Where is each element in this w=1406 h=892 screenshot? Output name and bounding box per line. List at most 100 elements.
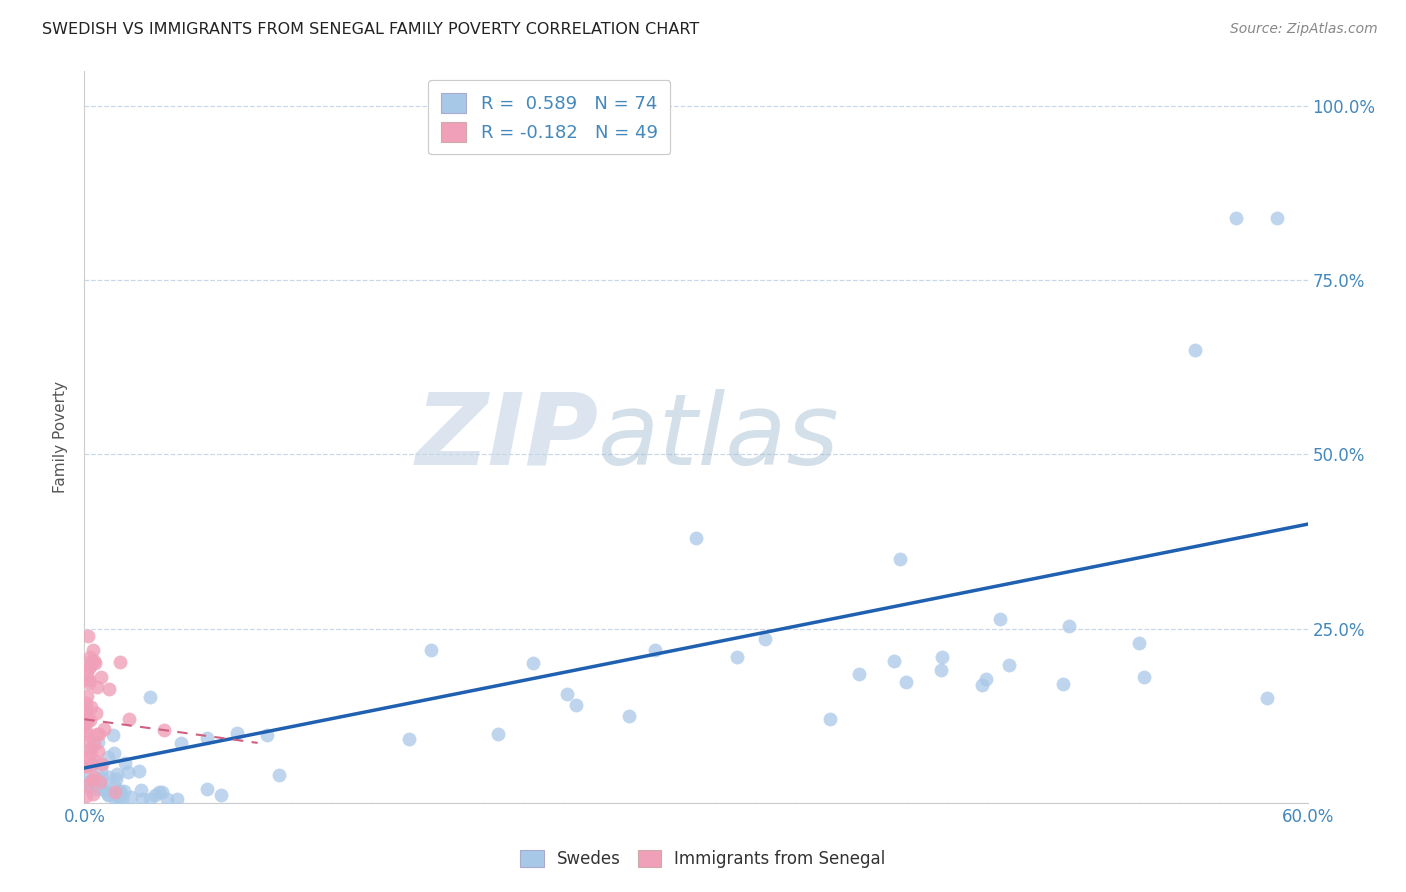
Point xyxy=(128,764,150,779)
Point xyxy=(104,792,127,806)
Point xyxy=(195,731,218,745)
Point xyxy=(79,746,101,760)
Point xyxy=(76,668,98,682)
Point xyxy=(883,654,905,668)
Point xyxy=(1184,343,1206,357)
Point xyxy=(77,629,100,643)
Point xyxy=(974,672,997,686)
Point xyxy=(75,778,97,792)
Point xyxy=(83,770,105,784)
Point xyxy=(104,772,127,787)
Point xyxy=(93,783,115,797)
Point xyxy=(75,759,97,773)
Point xyxy=(398,731,420,746)
Point xyxy=(93,722,115,736)
Point xyxy=(103,746,125,760)
Point xyxy=(931,650,953,665)
Point xyxy=(108,784,131,798)
Point xyxy=(75,708,97,723)
Point xyxy=(114,756,136,771)
Point xyxy=(998,658,1021,673)
Point xyxy=(86,735,108,749)
Point xyxy=(108,655,131,669)
Point xyxy=(111,792,134,806)
Point xyxy=(76,713,98,727)
Point xyxy=(685,531,707,545)
Point xyxy=(1225,211,1247,225)
Point xyxy=(82,642,104,657)
Point xyxy=(150,785,173,799)
Point xyxy=(75,726,97,740)
Point xyxy=(156,792,179,806)
Point xyxy=(77,661,100,675)
Point xyxy=(725,649,748,664)
Point xyxy=(77,774,100,789)
Point xyxy=(84,781,107,796)
Point xyxy=(86,680,108,694)
Point xyxy=(79,714,101,728)
Point xyxy=(107,792,129,806)
Point xyxy=(97,750,120,764)
Point xyxy=(988,612,1011,626)
Point xyxy=(79,700,101,714)
Point xyxy=(522,657,544,671)
Point xyxy=(75,696,97,710)
Point xyxy=(166,792,188,806)
Point xyxy=(970,678,993,692)
Point xyxy=(83,738,105,752)
Point xyxy=(754,632,776,646)
Point xyxy=(818,712,841,726)
Point xyxy=(80,757,103,772)
Point xyxy=(76,689,98,703)
Point xyxy=(129,782,152,797)
Point xyxy=(77,673,100,687)
Point xyxy=(82,773,104,788)
Point xyxy=(83,657,105,671)
Point xyxy=(170,736,193,750)
Point xyxy=(82,787,104,801)
Point xyxy=(87,744,110,758)
Point xyxy=(86,727,108,741)
Point xyxy=(90,756,112,771)
Point xyxy=(896,675,918,690)
Point xyxy=(76,780,98,795)
Point xyxy=(1133,670,1156,684)
Point xyxy=(139,791,162,805)
Point xyxy=(644,642,666,657)
Text: SWEDISH VS IMMIGRANTS FROM SENEGAL FAMILY POVERTY CORRELATION CHART: SWEDISH VS IMMIGRANTS FROM SENEGAL FAMIL… xyxy=(42,22,699,37)
Point xyxy=(267,767,290,781)
Point xyxy=(77,734,100,748)
Point xyxy=(83,654,105,668)
Point xyxy=(148,784,170,798)
Point xyxy=(1052,677,1074,691)
Y-axis label: Family Poverty: Family Poverty xyxy=(53,381,69,493)
Point xyxy=(80,740,103,755)
Point xyxy=(75,723,97,738)
Point xyxy=(80,654,103,668)
Point xyxy=(97,682,120,697)
Point xyxy=(1256,691,1278,706)
Point xyxy=(564,698,586,712)
Legend: R =  0.589   N = 74, R = -0.182   N = 49: R = 0.589 N = 74, R = -0.182 N = 49 xyxy=(429,80,671,154)
Point xyxy=(209,788,232,802)
Text: ZIP: ZIP xyxy=(415,389,598,485)
Point xyxy=(89,780,111,795)
Point xyxy=(90,771,112,785)
Point xyxy=(75,759,97,773)
Point xyxy=(153,723,176,737)
Point xyxy=(105,767,128,781)
Text: atlas: atlas xyxy=(598,389,839,485)
Point xyxy=(89,774,111,789)
Point xyxy=(486,727,509,741)
Point xyxy=(75,789,97,803)
Point xyxy=(90,763,112,777)
Point xyxy=(90,670,112,684)
Point xyxy=(138,690,160,705)
Point xyxy=(101,728,124,742)
Point xyxy=(120,790,142,805)
Point xyxy=(77,676,100,690)
Point xyxy=(131,792,153,806)
Point xyxy=(420,642,443,657)
Point xyxy=(104,780,127,795)
Point xyxy=(77,769,100,783)
